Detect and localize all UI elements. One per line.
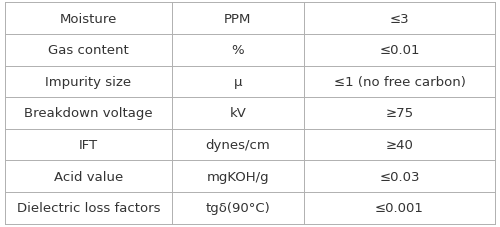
Text: ≤3: ≤3 <box>390 13 409 26</box>
Text: tgδ(90°C): tgδ(90°C) <box>206 201 270 214</box>
Text: Dielectric loss factors: Dielectric loss factors <box>16 201 160 214</box>
Text: kV: kV <box>230 107 246 120</box>
Text: ≤1 (no free carbon): ≤1 (no free carbon) <box>334 76 466 89</box>
Text: ≥75: ≥75 <box>386 107 413 120</box>
Text: ≤0.001: ≤0.001 <box>375 201 424 214</box>
Text: Impurity size: Impurity size <box>45 76 132 89</box>
Text: Moisture: Moisture <box>60 13 117 26</box>
Text: dynes/cm: dynes/cm <box>206 138 270 151</box>
Text: Breakdown voltage: Breakdown voltage <box>24 107 152 120</box>
Text: ≤0.01: ≤0.01 <box>379 44 420 57</box>
Text: Acid value: Acid value <box>54 170 123 183</box>
Text: ≤0.03: ≤0.03 <box>379 170 420 183</box>
Text: IFT: IFT <box>78 138 98 151</box>
Text: %: % <box>232 44 244 57</box>
Text: μ: μ <box>234 76 242 89</box>
Text: ≥40: ≥40 <box>386 138 413 151</box>
Text: Gas content: Gas content <box>48 44 128 57</box>
Text: PPM: PPM <box>224 13 252 26</box>
Text: mgKOH/g: mgKOH/g <box>206 170 269 183</box>
